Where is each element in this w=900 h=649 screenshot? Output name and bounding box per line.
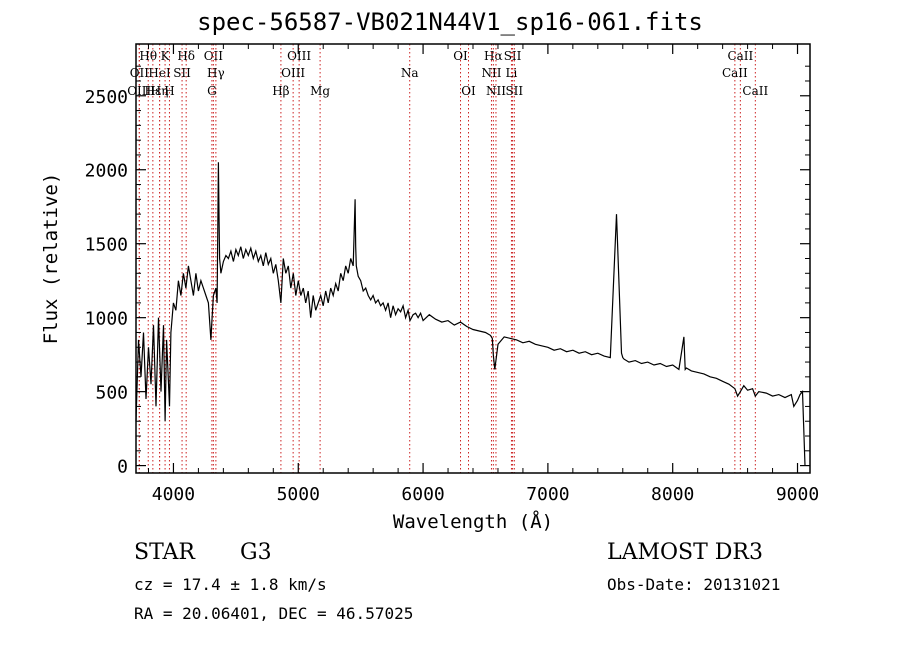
x-tick-label: 6000 xyxy=(401,484,444,505)
line-marker-label: Hδ xyxy=(177,49,195,63)
line-marker-label: Hθ xyxy=(139,49,157,63)
line-marker-label: CaII xyxy=(742,84,768,98)
x-tick-label: 5000 xyxy=(277,484,320,505)
line-marker-label: CaII xyxy=(727,49,753,63)
line-marker-label: Hβ xyxy=(272,84,289,98)
obs-date-readout: Obs-Date: 20131021 xyxy=(607,575,781,594)
y-axis-label: Flux (relative) xyxy=(40,173,62,345)
y-tick-label: 2500 xyxy=(85,87,128,108)
line-marker-label: Na xyxy=(401,66,419,80)
survey-name: LAMOST DR3 xyxy=(607,540,763,565)
line-marker-label: OII xyxy=(204,49,224,63)
redshift-readout: cz = 17.4 ± 1.8 km/s xyxy=(134,575,327,594)
y-tick-label: 1500 xyxy=(85,235,128,256)
x-axis-label: Wavelength (Å) xyxy=(393,510,553,533)
line-marker-label: OIII xyxy=(127,84,151,98)
line-marker-label: Hη xyxy=(151,84,169,98)
line-marker-label: NII xyxy=(481,66,501,80)
plot-frame xyxy=(135,43,811,474)
line-marker-label: OI xyxy=(453,49,468,63)
line-marker-label: Hα xyxy=(484,49,503,63)
x-tick-label: 8000 xyxy=(651,484,694,505)
line-marker-label: OIII xyxy=(287,49,311,63)
spectrum-line xyxy=(135,162,806,466)
line-marker-label: Li xyxy=(506,66,518,80)
line-marker-label: SII xyxy=(173,66,191,80)
x-tick-label: 7000 xyxy=(526,484,569,505)
line-marker-label: H xyxy=(164,84,174,98)
line-marker-label: Mg xyxy=(310,84,330,98)
line-marker-label: SII xyxy=(505,84,523,98)
line-marker-label: G xyxy=(207,84,217,98)
x-tick-label: 4000 xyxy=(152,484,195,505)
line-marker-label: Hγ xyxy=(207,66,225,80)
coordinates-readout: RA = 20.06401, DEC = 46.57025 xyxy=(134,604,414,623)
y-tick-label: 0 xyxy=(117,457,128,478)
line-marker-label: K xyxy=(161,49,171,63)
line-marker-label: Hε xyxy=(145,84,162,98)
chart-title: spec-56587-VB021N44V1_sp16-061.fits xyxy=(197,8,703,36)
y-tick-label: 500 xyxy=(95,383,128,404)
object-class: STAR xyxy=(134,540,195,565)
y-tick-label: 1000 xyxy=(85,309,128,330)
line-marker-label: OIII xyxy=(281,66,305,80)
line-marker-label: CaII xyxy=(722,66,748,80)
axis-ticks: 4000 5000 6000 7000 8000 9000 0 500 1000 1500 2000… xyxy=(85,44,819,505)
object-subclass: G3 xyxy=(240,540,272,565)
line-marker-label: OI xyxy=(461,84,476,98)
line-marker-label: SII xyxy=(504,49,522,63)
y-tick-label: 2000 xyxy=(85,161,128,182)
line-marker-label: NII xyxy=(486,84,506,98)
x-tick-label: 9000 xyxy=(776,484,819,505)
